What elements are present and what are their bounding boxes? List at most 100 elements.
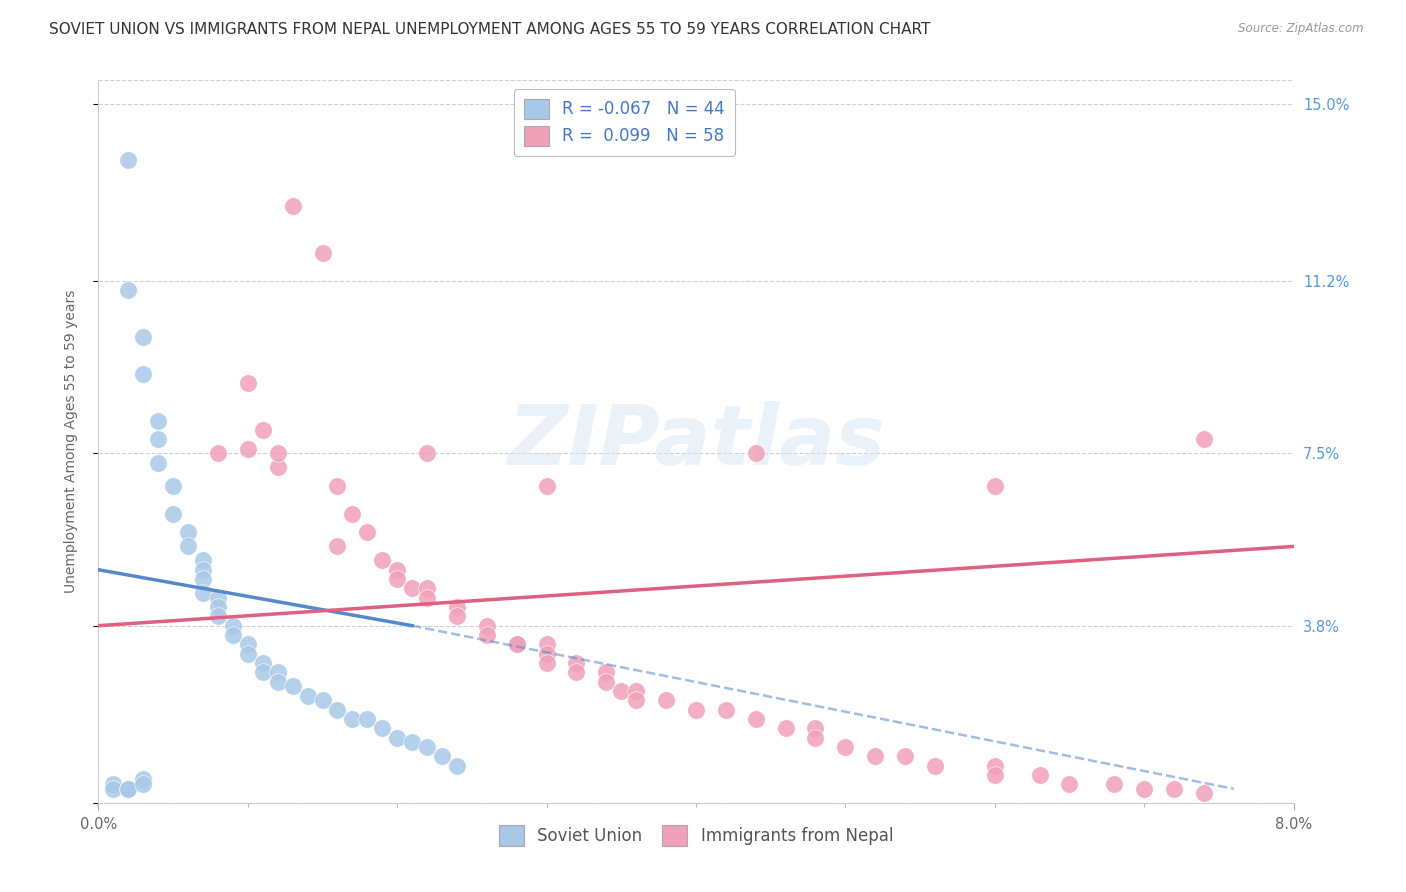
Point (385, 563, 409, 577)
Point (401, 735, 423, 749)
Point (132, 772, 155, 787)
Point (446, 758, 468, 772)
Point (446, 609, 468, 624)
Point (148, 432, 170, 446)
Text: Source: ZipAtlas.com: Source: ZipAtlas.com (1239, 22, 1364, 36)
Point (536, 479, 558, 493)
Point (595, 674, 617, 689)
Point (267, 674, 290, 689)
Point (1192, 432, 1215, 446)
Point (714, 702, 737, 716)
Point (281, 679, 304, 693)
Point (191, 553, 214, 567)
Point (565, 656, 588, 670)
Point (177, 525, 200, 540)
Point (685, 702, 707, 716)
Point (416, 582, 439, 596)
Point (342, 507, 364, 521)
Point (132, 367, 155, 381)
Point (984, 768, 1007, 782)
Point (371, 721, 394, 735)
Point (311, 245, 333, 260)
Point (655, 693, 678, 707)
Point (506, 637, 529, 651)
Point (236, 637, 259, 651)
Point (252, 656, 274, 670)
Point (475, 628, 498, 642)
Text: SOVIET UNION VS IMMIGRANTS FROM NEPAL UNEMPLOYMENT AMONG AGES 55 TO 59 YEARS COR: SOVIET UNION VS IMMIGRANTS FROM NEPAL UN… (49, 22, 931, 37)
Point (371, 553, 394, 567)
Point (132, 329, 155, 343)
Point (342, 712, 364, 726)
Point (117, 153, 139, 167)
Point (430, 749, 453, 764)
Point (385, 731, 409, 745)
Point (326, 540, 349, 554)
Point (236, 442, 259, 456)
Point (1192, 787, 1215, 801)
Point (1028, 768, 1050, 782)
Point (626, 693, 648, 707)
Point (297, 689, 319, 703)
Point (162, 507, 184, 521)
Text: ZIPatlas: ZIPatlas (508, 401, 884, 482)
Point (446, 600, 468, 615)
Point (252, 423, 274, 437)
Point (894, 749, 917, 764)
Point (222, 628, 245, 642)
Point (191, 563, 214, 577)
Point (416, 446, 439, 460)
Point (162, 479, 184, 493)
Point (191, 586, 214, 600)
Point (536, 656, 558, 670)
Point (103, 777, 125, 791)
Point (804, 721, 827, 735)
Point (132, 777, 155, 791)
Point (267, 446, 290, 460)
Point (536, 647, 558, 661)
Y-axis label: Unemployment Among Ages 55 to 59 years: Unemployment Among Ages 55 to 59 years (63, 290, 77, 593)
Point (311, 693, 333, 707)
Point (148, 413, 170, 427)
Point (222, 618, 245, 632)
Point (401, 582, 423, 596)
Point (506, 637, 529, 651)
Point (207, 600, 229, 615)
Point (565, 665, 588, 680)
Point (326, 702, 349, 716)
Point (1059, 777, 1081, 791)
Point (626, 684, 648, 698)
Point (1133, 781, 1156, 796)
Point (804, 731, 827, 745)
Point (117, 781, 139, 796)
Legend: Soviet Union, Immigrants from Nepal: Soviet Union, Immigrants from Nepal (492, 819, 900, 852)
Point (1104, 777, 1126, 791)
Point (177, 540, 200, 554)
Point (267, 460, 290, 475)
Point (984, 758, 1007, 772)
Point (536, 637, 558, 651)
Point (356, 712, 378, 726)
Point (267, 665, 290, 680)
Point (207, 609, 229, 624)
Point (103, 781, 125, 796)
Point (610, 684, 633, 698)
Point (416, 591, 439, 605)
Point (326, 479, 349, 493)
Point (475, 618, 498, 632)
Point (924, 758, 946, 772)
Point (865, 749, 887, 764)
Point (236, 647, 259, 661)
Point (252, 665, 274, 680)
Point (207, 591, 229, 605)
Point (117, 781, 139, 796)
Point (595, 665, 617, 680)
Point (148, 456, 170, 470)
Point (191, 572, 214, 586)
Point (745, 446, 768, 460)
Point (416, 739, 439, 754)
Point (356, 525, 378, 540)
Point (775, 721, 797, 735)
Point (236, 376, 259, 391)
Point (745, 712, 768, 726)
